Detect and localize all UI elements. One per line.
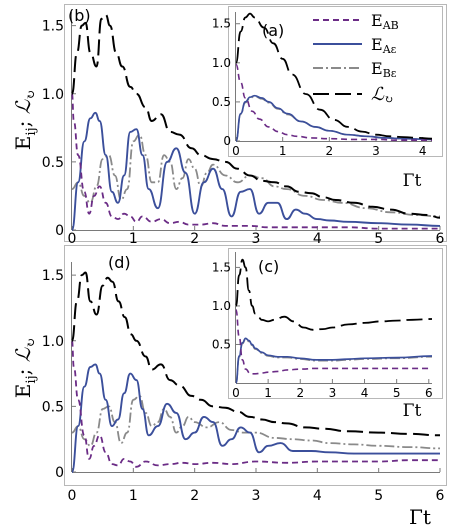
- panel-b: 0 1 2 3 4 5 600.51.01.5(b): [42, 6, 445, 247]
- y-tick-label: 1.0: [42, 334, 64, 350]
- series-line-e-ab: [235, 308, 432, 375]
- panel-c-inset: 0 1 2 3 4 5 6 0.5 1.0 1.5 (c): [212, 252, 433, 400]
- panel-a-inset: 0 1 2 3 4 0 0.5 1.0 1.5 (a): [212, 12, 433, 158]
- x-axis-title-main: Γt: [409, 505, 431, 529]
- series-line-e-ae: [71, 111, 441, 231]
- panel-b-frame: [64, 4, 447, 242]
- x-tick-label: 1: [264, 386, 272, 400]
- y-tick-label: 0.5: [42, 399, 64, 415]
- series-line-e-ae: [235, 337, 433, 384]
- x-tick-label: 5: [374, 488, 383, 504]
- panel-label-c: (c): [258, 257, 279, 276]
- legend-label-e-ab: EAB: [371, 11, 399, 32]
- y-tick-label: 1.0: [212, 56, 231, 70]
- x-tick-label: 2: [326, 144, 334, 158]
- panel-label-a: (a): [262, 21, 284, 40]
- series-line-e-ae: [71, 363, 440, 473]
- series-line-e-ab: [71, 92, 440, 230]
- x-tick-label: 0: [232, 144, 240, 158]
- inset-c-frame: [228, 248, 443, 399]
- y-axis-title-top: Eij; ℒ↻: [11, 90, 39, 150]
- y-tick-label: 0.5: [212, 337, 231, 351]
- x-tick-label: 4: [313, 488, 322, 504]
- legend: EAB EAε EBε ℒ↻: [313, 11, 399, 106]
- panel-d: 0 1 2 3 4 5 6 0 0.5 1.0 1.5 (d): [42, 253, 445, 504]
- x-tick-label: 6: [425, 386, 433, 400]
- y-tick-label: 0: [55, 465, 64, 481]
- panel-d-frame: [64, 245, 447, 486]
- x-tick-label: 5: [393, 386, 401, 400]
- y-tick-label: 0: [223, 134, 231, 148]
- x-tick-label: 3: [252, 231, 261, 247]
- legend-label-l: ℒ↻: [371, 84, 393, 106]
- y-tick-label: 0.5: [42, 155, 64, 171]
- svg-text:Eij; ℒ↻: Eij; ℒ↻: [11, 338, 39, 398]
- y-tick-label: 1.0: [212, 299, 231, 313]
- x-tick-label: 5: [374, 231, 383, 247]
- series-line-l: [235, 12, 433, 140]
- x-tick-label: 4: [361, 386, 369, 400]
- x-tick-label: 2: [296, 386, 304, 400]
- svg-text:Eij; ℒ↻: Eij; ℒ↻: [11, 90, 39, 150]
- y-tick-label: 1.5: [42, 19, 64, 35]
- x-axis-title-inset-a: Γt: [403, 171, 422, 191]
- series-line-e-be: [71, 133, 441, 218]
- legend-label-e-ae: EAε: [371, 35, 397, 56]
- series-line-e-ae: [235, 94, 433, 142]
- y-tick-label: 1.5: [212, 260, 231, 274]
- x-tick-label: 0: [68, 231, 77, 247]
- x-tick-label: 6: [436, 231, 445, 247]
- x-tick-label: 1: [129, 231, 138, 247]
- x-tick-label: 1: [129, 488, 138, 504]
- series-line-e-ab: [71, 339, 440, 468]
- x-axis-title-inset-c: Γt: [403, 401, 422, 421]
- series-line-l: [71, 271, 441, 437]
- series-line-l: [71, 13, 441, 219]
- series-line-l: [235, 258, 433, 331]
- x-tick-label: 1: [279, 144, 287, 158]
- panel-label-b: (b): [68, 6, 91, 25]
- panel-label-d: (d): [108, 253, 131, 272]
- x-tick-label: 4: [419, 144, 427, 158]
- y-tick-label: 0.5: [212, 95, 231, 109]
- x-tick-label: 2: [190, 231, 199, 247]
- y-axis-title-bottom: Eij; ℒ↻: [11, 338, 39, 398]
- series-line-e-ab: [235, 63, 432, 142]
- x-tick-label: 6: [436, 488, 445, 504]
- y-tick-label: 1.5: [42, 268, 64, 284]
- y-tick-label: 1.0: [42, 87, 64, 103]
- x-tick-label: 0: [68, 488, 77, 504]
- x-tick-label: 4: [313, 231, 322, 247]
- series-line-e-be: [71, 395, 441, 450]
- x-tick-label: 3: [372, 144, 380, 158]
- y-tick-label: 0: [55, 223, 64, 239]
- y-tick-label: 1.5: [212, 17, 231, 31]
- x-tick-label: 3: [252, 488, 261, 504]
- x-tick-label: 3: [329, 386, 337, 400]
- x-tick-label: 0: [232, 386, 240, 400]
- inset-a-background: [228, 6, 442, 156]
- legend-label-e-be: EBε: [371, 59, 397, 80]
- x-tick-label: 2: [190, 488, 199, 504]
- inset-a-frame: [228, 6, 443, 157]
